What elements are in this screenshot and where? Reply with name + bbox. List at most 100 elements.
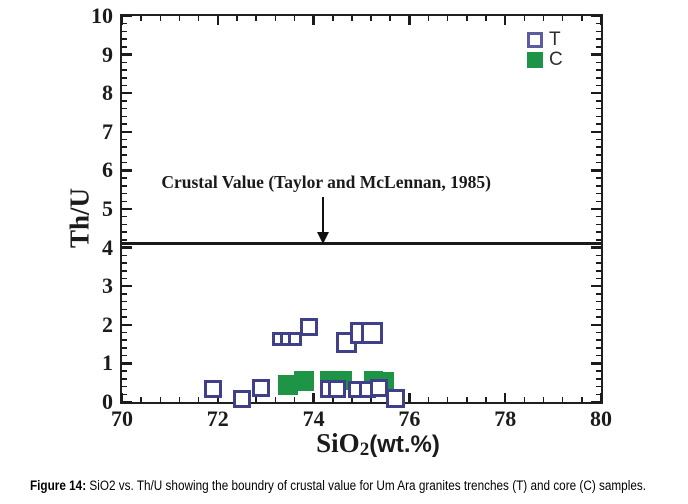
y-axis-major-tick xyxy=(591,169,601,172)
y-axis-minor-tick xyxy=(596,38,601,40)
x-axis-minor-tick xyxy=(446,16,449,21)
y-axis-major-tick xyxy=(122,362,132,365)
x-axis-minor-tick xyxy=(581,16,583,21)
x-axis-major-tick xyxy=(503,393,507,402)
y-axis-minor-tick xyxy=(122,354,127,357)
y-axis-minor-tick xyxy=(596,385,601,388)
y-axis-minor-tick xyxy=(596,100,601,102)
y-axis-minor-tick xyxy=(122,393,127,396)
y-tick-label: 3 xyxy=(102,273,113,299)
y-axis-minor-tick xyxy=(122,270,127,272)
arrow-shaft xyxy=(321,196,325,233)
y-axis-minor-tick xyxy=(596,215,601,218)
x-axis-minor-tick xyxy=(140,397,142,402)
y-axis-minor-tick xyxy=(596,123,601,125)
y-axis-minor-tick xyxy=(596,393,601,396)
y-axis-minor-tick xyxy=(596,223,601,226)
x-axis-major-tick xyxy=(216,16,220,25)
y-axis-minor-tick xyxy=(122,138,127,141)
y-axis-minor-tick xyxy=(122,200,127,203)
x-axis-minor-tick xyxy=(561,16,564,21)
arrow-head xyxy=(317,231,330,244)
data-point-T xyxy=(361,321,384,344)
y-tick-label: 10 xyxy=(91,3,113,28)
legend-label-trenches: T xyxy=(549,29,561,50)
y-axis-major-tick xyxy=(591,362,601,365)
y-axis-major-tick xyxy=(122,130,132,134)
y-axis-minor-tick xyxy=(122,308,127,311)
x-axis-minor-tick xyxy=(178,16,181,21)
y-tick-label: 6 xyxy=(102,157,113,183)
x-axis-title-subscript: 2 xyxy=(359,439,370,460)
y-axis-minor-tick xyxy=(122,378,127,380)
x-tick-label: 70 xyxy=(111,406,133,431)
y-axis-minor-tick xyxy=(596,316,601,318)
x-axis-minor-tick xyxy=(466,397,468,402)
y-tick-label: 1 xyxy=(102,350,113,376)
y-axis-minor-tick xyxy=(122,100,127,102)
y-axis-minor-tick xyxy=(596,161,601,164)
y-tick-label: 4 xyxy=(102,234,113,260)
y-axis-major-tick xyxy=(591,400,601,404)
x-axis-minor-tick xyxy=(351,397,353,402)
y-axis-major-tick xyxy=(122,246,132,249)
x-axis-minor-tick xyxy=(274,16,277,21)
x-axis-minor-tick xyxy=(523,397,526,402)
y-axis-minor-tick xyxy=(596,370,601,372)
y-axis-minor-tick xyxy=(596,239,601,241)
y-axis-minor-tick xyxy=(596,61,601,64)
y-axis-minor-tick xyxy=(122,385,127,388)
legend-item-core: C xyxy=(527,50,563,70)
y-axis-minor-tick xyxy=(596,231,601,233)
y-axis-minor-tick xyxy=(122,331,127,334)
y-axis-minor-tick xyxy=(596,107,601,110)
y-tick-label: 0 xyxy=(102,389,113,414)
x-axis-minor-tick xyxy=(178,397,181,402)
x-tick-label: 72 xyxy=(206,406,229,431)
data-point-T xyxy=(386,388,406,408)
crustal-value-line xyxy=(122,242,601,246)
x-axis-minor-tick xyxy=(159,397,162,402)
y-axis-minor-tick xyxy=(596,270,601,272)
legend-swatch-open-square-icon xyxy=(527,32,543,48)
data-point-C xyxy=(293,370,314,391)
data-point-T xyxy=(369,379,388,398)
x-axis-minor-tick xyxy=(140,16,142,21)
x-axis-minor-tick xyxy=(332,397,334,402)
y-axis-minor-tick xyxy=(596,46,601,48)
data-point-T xyxy=(288,332,303,347)
x-axis-minor-tick xyxy=(485,16,487,21)
y-axis-minor-tick xyxy=(122,262,127,264)
data-point-T xyxy=(204,380,222,399)
y-axis-major-tick xyxy=(122,284,132,288)
data-point-C xyxy=(277,374,298,395)
y-axis-major-tick xyxy=(122,400,132,404)
data-point-T xyxy=(299,317,318,336)
y-axis-minor-tick xyxy=(596,347,601,349)
y-tick-label: 8 xyxy=(102,80,113,106)
x-axis-minor-tick xyxy=(274,397,277,402)
y-axis-minor-tick xyxy=(596,293,601,295)
y-tick-label: 7 xyxy=(102,118,113,144)
x-axis-title-base: SiO xyxy=(316,428,360,458)
y-axis-major-tick xyxy=(591,14,601,18)
legend-item-trenches: T xyxy=(527,30,563,50)
y-axis-major-tick xyxy=(591,284,601,288)
y-axis-major-tick xyxy=(591,130,601,134)
x-axis-minor-tick xyxy=(446,397,449,402)
y-axis-major-tick xyxy=(591,53,601,56)
y-axis-minor-tick xyxy=(122,84,127,87)
y-axis-minor-tick xyxy=(122,215,127,218)
y-axis-tick-labels: 0 1 2 3 4 5 6 7 8 9 10 xyxy=(0,3,113,414)
x-axis-minor-tick xyxy=(293,16,296,21)
y-axis-minor-tick xyxy=(122,61,127,64)
y-axis-minor-tick xyxy=(122,161,127,164)
y-axis-major-tick xyxy=(122,14,132,18)
y-axis-minor-tick xyxy=(122,77,127,79)
y-axis-major-tick xyxy=(591,323,601,327)
y-axis-minor-tick xyxy=(596,308,601,311)
y-axis-minor-tick xyxy=(122,123,127,125)
x-tick-label: 74 xyxy=(302,406,325,431)
y-axis-minor-tick xyxy=(122,231,127,233)
x-axis-minor-tick xyxy=(542,16,545,21)
